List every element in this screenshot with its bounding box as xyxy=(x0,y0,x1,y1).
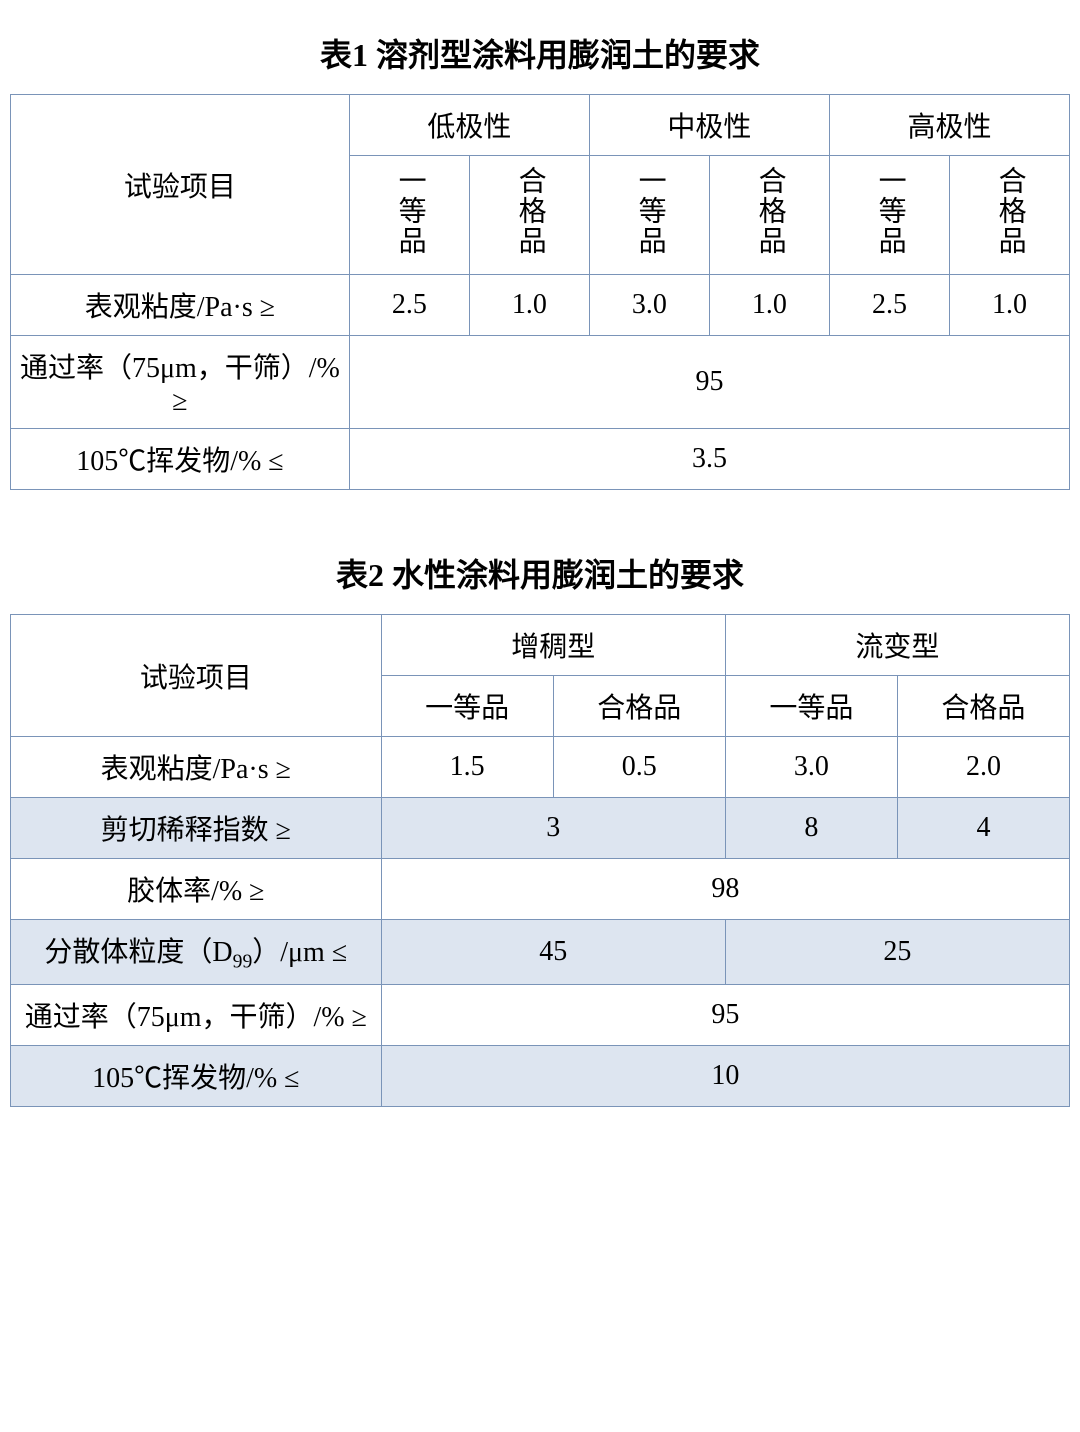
table1-title: 表1 溶剂型涂料用膨润土的要求 xyxy=(10,30,1070,76)
table1-grade: 合格品 xyxy=(949,156,1069,275)
table1-viscosity-label: 表观粘度/Pa·s ≥ xyxy=(11,275,350,336)
table2-cell: 4 xyxy=(897,798,1069,859)
table1-volatile-value: 3.5 xyxy=(349,429,1069,490)
table2-viscosity-label: 表观粘度/Pa·s ≥ xyxy=(11,737,382,798)
table1-group-high: 高极性 xyxy=(829,95,1069,156)
table1-cell: 1.0 xyxy=(949,275,1069,336)
table2: 试验项目 增稠型 流变型 一等品 合格品 一等品 合格品 表观粘度/Pa·s ≥… xyxy=(10,614,1070,1107)
table2-cell: 45 xyxy=(381,920,725,985)
table1-volatile-label: 105℃挥发物/% ≤ xyxy=(11,429,350,490)
table1-rowheader: 试验项目 xyxy=(11,95,350,275)
table1-passrate-value: 95 xyxy=(349,336,1069,429)
table1-grade: 一等品 xyxy=(349,156,469,275)
table2-cell: 2.0 xyxy=(897,737,1069,798)
table2-group-rheo: 流变型 xyxy=(725,615,1069,676)
table1: 试验项目 低极性 中极性 高极性 一等品 合格品 一等品 合格品 一等品 合格品… xyxy=(10,94,1070,490)
table2-cell: 1.5 xyxy=(381,737,553,798)
table1-grade: 一等品 xyxy=(589,156,709,275)
table2-passrate-value: 95 xyxy=(381,984,1069,1045)
table2-shear-label: 剪切稀释指数 ≥ xyxy=(11,798,382,859)
table2-cell: 0.5 xyxy=(553,737,725,798)
table2-grade: 合格品 xyxy=(897,676,1069,737)
table2-grade: 合格品 xyxy=(553,676,725,737)
table1-group-mid: 中极性 xyxy=(589,95,829,156)
table2-colloid-label: 胶体率/% ≥ xyxy=(11,859,382,920)
table2-title: 表2 水性涂料用膨润土的要求 xyxy=(10,550,1070,596)
table1-cell: 3.0 xyxy=(589,275,709,336)
table1-cell: 2.5 xyxy=(829,275,949,336)
table2-colloid-value: 98 xyxy=(381,859,1069,920)
table1-grade: 合格品 xyxy=(469,156,589,275)
table2-volatile-value: 10 xyxy=(381,1045,1069,1106)
table2-passrate-label: 通过率（75μm，干筛）/% ≥ xyxy=(11,984,382,1045)
table2-group-thicken: 增稠型 xyxy=(381,615,725,676)
table2-cell: 3 xyxy=(381,798,725,859)
table2-cell: 8 xyxy=(725,798,897,859)
table2-grade: 一等品 xyxy=(725,676,897,737)
table1-cell: 2.5 xyxy=(349,275,469,336)
table2-particle-label: 分散体粒度（D99）/μm ≤ xyxy=(11,920,382,985)
table2-cell: 3.0 xyxy=(725,737,897,798)
table2-grade: 一等品 xyxy=(381,676,553,737)
table2-volatile-label: 105℃挥发物/% ≤ xyxy=(11,1045,382,1106)
table1-passrate-label: 通过率（75μm，干筛）/% ≥ xyxy=(11,336,350,429)
table1-grade: 合格品 xyxy=(709,156,829,275)
table1-cell: 1.0 xyxy=(709,275,829,336)
table1-grade: 一等品 xyxy=(829,156,949,275)
table2-rowheader: 试验项目 xyxy=(11,615,382,737)
table1-cell: 1.0 xyxy=(469,275,589,336)
table1-group-low: 低极性 xyxy=(349,95,589,156)
table2-cell: 25 xyxy=(725,920,1069,985)
